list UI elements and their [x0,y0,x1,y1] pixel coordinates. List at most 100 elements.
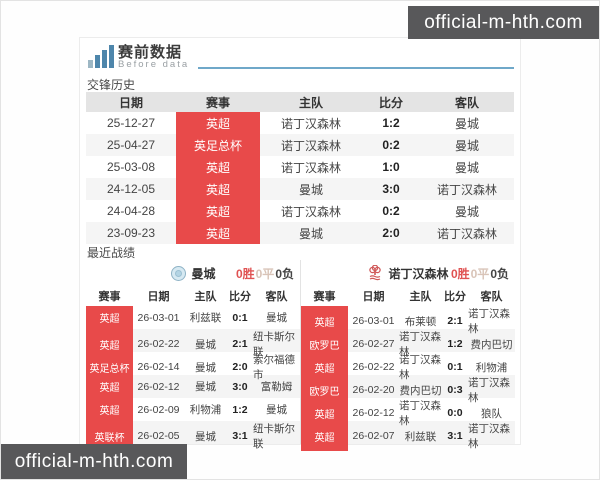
match-date: 26-02-05 [137,430,180,442]
competition-badge: 英超 [301,421,348,451]
watermark-top: official-m-hth.com [408,6,599,39]
match-date: 23-09-23 [106,226,156,240]
match-date: 25-04-27 [106,138,156,152]
home-team: 诺丁汉森林 [399,354,441,381]
section-title-recent: 最近战绩 [87,246,136,260]
match-score: 1:2 [382,116,400,130]
team-name: 诺丁汉森林 [388,266,449,281]
col-home: 主队 [194,291,217,303]
home-team: 利兹联 [404,430,437,443]
team-record: 0胜 0平 0负 [451,260,509,286]
table-row: 英足总杯 26-02-14 曼城 2:0 索尔福德市 [86,352,300,382]
home-team: 布莱顿 [404,315,437,328]
col-date: 日期 [118,95,143,110]
team-name: 曼城 [191,266,216,281]
match-date: 25-03-08 [106,160,156,174]
col-date: 日期 [147,291,170,303]
table-row: 英超 26-02-07 利兹联 3:1 诺丁汉森林 [301,421,515,451]
competition-badge: 英超 [86,375,133,398]
match-score: 1:2 [232,403,248,416]
match-score: 3:0 [232,380,248,393]
away-team: 曼城 [454,138,479,153]
home-team: 诺丁汉森林 [280,116,341,131]
record-wins: 0胜 [450,266,470,281]
col-away: 客队 [265,291,288,303]
home-team: 诺丁汉森林 [280,204,341,219]
match-score: 2:1 [447,315,463,327]
col-competition: 赛事 [205,95,230,110]
away-team: 曼城 [454,116,479,131]
away-team: 索尔福德市 [253,354,295,381]
competition-badge: 英超 [86,398,133,421]
match-date: 26-02-22 [137,338,180,350]
match-score: 1:0 [382,160,400,174]
home-team: 曼城 [195,381,216,393]
match-date: 26-02-09 [137,403,180,416]
table-row: 英超 26-02-22 曼城 2:1 纽卡斯尔联 [86,329,300,359]
recent-header-row: 赛事 日期 主队 比分 客队 [301,286,515,306]
away-team: 诺丁汉森林 [468,308,510,335]
home-team: 曼城 [195,338,216,351]
mancity-logo-icon [170,265,186,281]
away-team: 纽卡斯尔联 [253,331,295,358]
table-row: 欧罗巴 26-02-20 费内巴切 0:3 诺丁汉森林 [301,375,515,405]
match-score: 2:1 [232,338,248,350]
h2h-table: 日期 赛事 主队 比分 客队 25-12-27 英超 诺丁汉森林 1:2 曼城 … [86,92,514,244]
watermark-bottom: official-m-hth.com [1,444,187,479]
record-draws: 0平 [470,266,490,281]
competition-badge: 英足总杯 [176,134,260,156]
home-team: 利物浦 [189,404,222,416]
recent-header-row: 赛事 日期 主队 比分 客队 [86,286,300,306]
table-row: 25-04-27 英足总杯 诺丁汉森林 0:2 曼城 [86,134,514,156]
col-score: 比分 [444,291,466,303]
table-row: 英超 26-02-12 曼城 3:0 富勒姆 [86,375,300,398]
match-score: 3:1 [232,430,248,442]
competition-badge: 英超 [86,306,133,329]
col-score: 比分 [229,291,251,303]
forest-logo-icon [367,265,383,281]
match-score: 0:2 [382,204,400,218]
match-date: 26-02-22 [352,361,395,373]
table-row: 24-12-05 英超 曼城 3:0 诺丁汉森林 [86,178,514,200]
table-row: 25-12-27 英超 诺丁汉森林 1:2 曼城 [86,112,514,134]
bar-chart-icon [88,44,114,68]
match-date: 26-02-12 [137,380,180,393]
away-team: 诺丁汉森林 [436,226,497,241]
col-competition: 赛事 [313,291,336,303]
away-team: 诺丁汉森林 [468,377,510,404]
col-competition: 赛事 [98,291,121,303]
match-score: 0:2 [382,138,400,152]
away-team: 纽卡斯尔联 [253,423,295,450]
away-team: 诺丁汉森林 [436,182,497,197]
home-team: 诺丁汉森林 [280,138,341,153]
competition-badge: 英超 [176,156,260,178]
match-date: 26-02-12 [352,407,395,419]
competition-badge: 英超 [176,178,260,200]
table-row: 英联杯 26-02-05 曼城 3:1 纽卡斯尔联 [86,421,300,451]
competition-badge: 英超 [176,200,260,222]
table-row: 25-03-08 英超 诺丁汉森林 1:0 曼城 [86,156,514,178]
match-score: 3:1 [447,430,463,442]
away-team: 费内巴切 [470,338,513,351]
team-header: 诺丁汉森林 0胜 0平 0负 [301,260,515,286]
col-score: 比分 [378,95,403,110]
match-date: 26-02-27 [352,338,395,350]
away-team: 狼队 [481,407,502,420]
match-date: 25-12-27 [106,116,156,130]
record-losses: 0负 [490,266,509,281]
table-row: 英超 26-02-22 诺丁汉森林 0:1 利物浦 [301,352,515,382]
match-date: 26-02-07 [352,430,395,442]
match-date: 26-02-14 [137,361,180,373]
away-team: 富勒姆 [260,381,293,393]
match-score: 0:0 [447,407,463,419]
team-record: 0胜 0平 0负 [236,260,294,286]
recent-panel-mancity: 曼城 0胜 0平 0负 赛事 日期 主队 比分 客队 英超 26-03- [86,260,300,451]
page-title: 赛前数据 [118,44,183,61]
competition-badge: 英超 [176,112,260,134]
match-score: 0:1 [232,311,248,324]
home-team: 诺丁汉森林 [399,400,441,427]
table-row: 英超 26-03-01 利兹联 0:1 曼城 [86,306,300,329]
home-team: 曼城 [195,430,216,443]
match-score: 0:1 [447,361,463,373]
panel-divider [300,260,301,444]
